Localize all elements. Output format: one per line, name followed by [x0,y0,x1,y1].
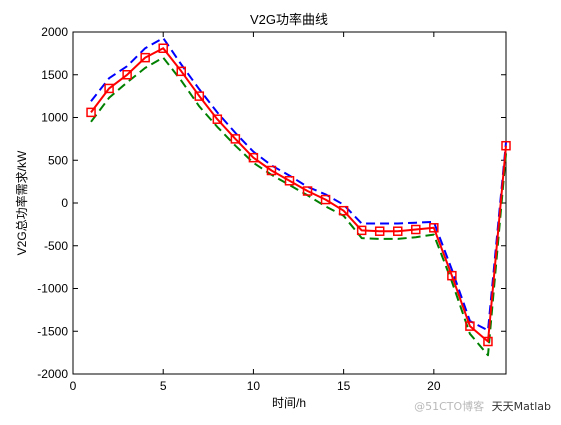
data-point-marker [429,223,439,233]
data-point-marker [176,66,186,77]
y-tick-label: 0 [61,196,68,210]
data-point-marker [86,107,96,118]
data-point-marker [266,165,277,176]
y-tick-label: -1500 [37,324,68,338]
x-tick-label: 0 [70,379,77,393]
y-tick-label: 1000 [41,111,68,125]
y-axis-label: V2G总功率需求/kW [14,150,29,255]
watermark-text: @51CTO博客 [414,400,485,413]
data-point-marker [338,205,349,216]
data-point-marker [447,270,457,281]
y-tick-label: 2000 [41,25,68,39]
y-tick-label: 1500 [41,68,68,82]
data-point-marker [140,52,150,63]
chart-title: V2G功率曲线 [250,12,328,27]
y-tick-label: -2000 [37,367,68,381]
data-point-marker [320,194,331,205]
data-point-marker [122,70,132,80]
y-tick-label: -500 [44,239,68,253]
data-point-marker [230,134,241,144]
data-point-marker [483,336,493,347]
series-line-2 [90,56,507,357]
data-point-marker [302,186,313,196]
data-point-marker [104,83,114,94]
plot-area: 0 5 10 15 20 -2000 -1500 -1000 -500 0 500 1000 1500 2… [37,25,511,393]
data-point-marker [284,176,295,186]
y-tick-label: 500 [48,153,68,167]
watermark-brand: 天天Matlab [491,400,551,413]
data-point-marker [501,140,511,151]
data-point-marker [465,321,475,331]
x-tick-label: 5 [160,379,167,393]
watermark: @51CTO博客 天天Matlab [414,398,551,414]
data-point-marker [374,226,385,236]
data-point-marker [248,152,259,163]
series-line-3 [90,47,507,343]
y-tick-label: -1000 [37,282,68,296]
x-tick-label: 10 [247,379,261,393]
x-tick-label: 15 [337,379,351,393]
data-point-marker [356,225,367,236]
data-point-marker [158,43,168,53]
series-line-1 [90,37,507,332]
x-axis-label: 时间/h [272,396,306,410]
data-point-marker [212,114,223,124]
x-tick-label: 20 [427,379,441,393]
data-point-marker [393,226,403,236]
plot-frame [72,31,507,375]
data-point-marker [194,91,205,101]
data-point-marker [411,224,421,235]
